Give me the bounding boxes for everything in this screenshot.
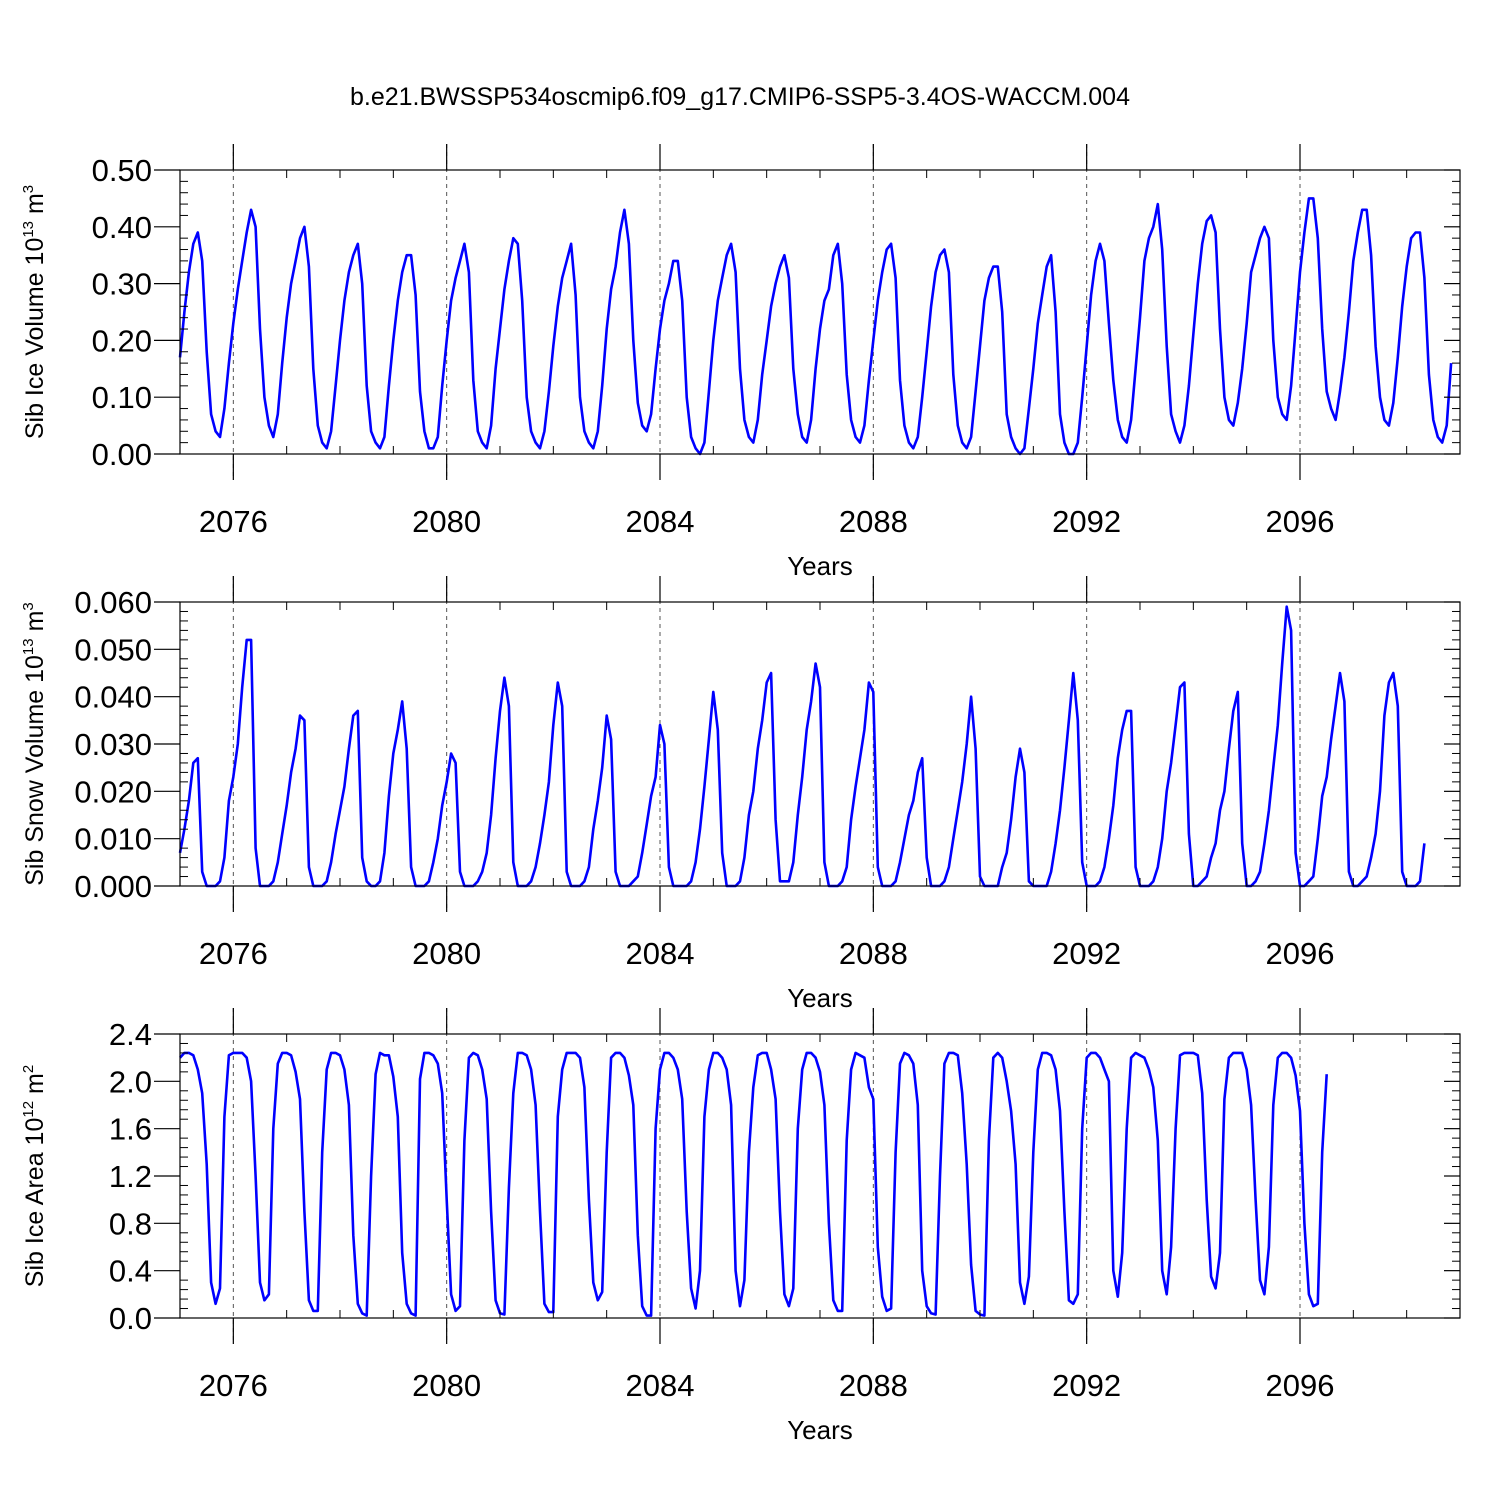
x-tick-label: 2096 [1266,504,1335,539]
series-line [178,197,1453,456]
y-tick-label: 2.0 [109,1064,152,1099]
y-tick-label: 0.4 [109,1254,152,1289]
x-tick-label: 2080 [412,1368,481,1403]
x-tick-label: 2080 [412,504,481,539]
x-tick-label: 2092 [1052,504,1121,539]
x-tick-label: 2092 [1052,1368,1121,1403]
y-tick-label: 0.10 [92,380,152,415]
x-tick-label: 2088 [839,936,908,971]
y-tick-label: 0.50 [92,153,152,188]
x-tick-label: 2092 [1052,936,1121,971]
plot-frame [179,601,1461,887]
y-axis-label: Sib Snow Volume 1013 m3 [20,602,49,886]
y-tick-label: 0.000 [74,869,152,904]
y-tick-label: 0.8 [109,1206,152,1241]
y-tick-label: 2.4 [109,1017,152,1052]
x-tick-label: 2076 [199,936,268,971]
x-tick-label: 2084 [626,1368,695,1403]
x-tick-label: 2084 [626,504,695,539]
chart-panel-3: 0.0 0.4 0.8 1.2 1.6 2.0 2.4 2076 2080 2084 2088 209… [20,1008,1461,1445]
y-tick-label: 0.020 [74,774,152,809]
y-tick-label: 0.30 [92,267,152,302]
y-tick-label: 0.030 [74,727,152,762]
y-tick-label: 1.6 [109,1112,152,1147]
series-line [179,1051,1328,1317]
y-tick-label: 0.010 [74,822,152,857]
x-tick-label: 2076 [199,1368,268,1403]
x-axis-label: Years [787,1415,853,1445]
x-tick-label: 2084 [626,936,695,971]
plot-frame [179,169,1461,455]
x-axis-label: Years [787,983,853,1013]
x-axis-label: Years [787,551,853,581]
x-tick-label: 2076 [199,504,268,539]
y-tick-label: 0.040 [74,680,152,715]
y-tick-label: 0.0 [109,1301,152,1336]
y-axis-label: Sib Ice Area 1012 m2 [20,1065,49,1287]
y-tick-label: 0.40 [92,210,152,245]
y-tick-label: 0.20 [92,323,152,358]
y-tick-label: 0.00 [92,437,152,472]
figure-title: b.e21.BWSSP534oscmip6.f09_g17.CMIP6-SSP5… [350,83,1130,111]
chart-panel-1: 0.00 0.10 0.20 0.30 0.40 0.50 2076 2080 2084 2088… [20,144,1461,581]
series-line [178,605,1426,888]
y-tick-label: 1.2 [109,1159,152,1194]
y-tick-label: 0.060 [74,585,152,620]
x-tick-label: 2096 [1266,936,1335,971]
chart-panel-2: 0.000 0.010 0.020 0.030 0.040 0.050 0.060 2076 2… [20,576,1461,1013]
x-tick-label: 2080 [412,936,481,971]
x-tick-label: 2096 [1266,1368,1335,1403]
y-axis-label: Sib Ice Volume 1013 m3 [20,185,49,439]
y-tick-label: 0.050 [74,632,152,667]
x-tick-label: 2088 [839,1368,908,1403]
x-tick-label: 2088 [839,504,908,539]
